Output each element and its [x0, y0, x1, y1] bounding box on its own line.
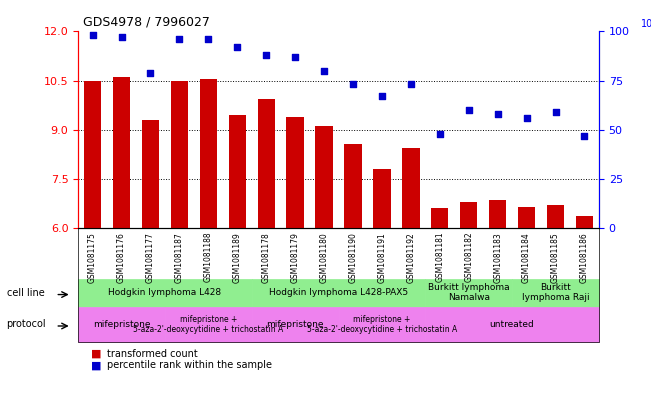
Text: GSM1081175: GSM1081175	[88, 232, 97, 283]
Bar	[431, 208, 449, 228]
Text: GSM1081182: GSM1081182	[464, 232, 473, 283]
Text: mifepristone: mifepristone	[266, 320, 324, 329]
Bar	[286, 117, 304, 228]
Bar	[402, 148, 419, 228]
Text: GSM1081185: GSM1081185	[551, 232, 560, 283]
Point	[492, 111, 503, 117]
Text: GDS4978 / 7996027: GDS4978 / 7996027	[83, 16, 210, 29]
Text: GSM1081192: GSM1081192	[406, 232, 415, 283]
Text: GSM1081180: GSM1081180	[320, 232, 329, 283]
Point	[377, 93, 387, 99]
Text: cell line: cell line	[7, 288, 44, 298]
Point	[319, 68, 329, 74]
Text: ■: ■	[91, 349, 102, 359]
Bar	[142, 120, 159, 228]
Text: percentile rank within the sample: percentile rank within the sample	[107, 360, 272, 371]
Point	[87, 32, 98, 39]
Bar	[575, 217, 593, 228]
Text: ■: ■	[91, 360, 102, 371]
Point	[203, 36, 214, 42]
Text: GSM1081178: GSM1081178	[262, 232, 271, 283]
Bar	[258, 99, 275, 228]
Bar	[518, 207, 535, 228]
Point	[261, 52, 271, 58]
Text: untreated: untreated	[490, 320, 534, 329]
Bar	[200, 79, 217, 228]
Bar	[171, 81, 188, 228]
Text: GSM1081191: GSM1081191	[378, 232, 387, 283]
Text: GSM1081188: GSM1081188	[204, 232, 213, 283]
Text: Burkitt
lymphoma Raji: Burkitt lymphoma Raji	[521, 283, 589, 303]
Bar	[373, 169, 391, 228]
Point	[290, 54, 300, 60]
Point	[232, 44, 242, 50]
Text: GSM1081189: GSM1081189	[233, 232, 242, 283]
Point	[521, 115, 532, 121]
Text: Burkitt lymphoma
Namalwa: Burkitt lymphoma Namalwa	[428, 283, 510, 303]
Text: GSM1081179: GSM1081179	[290, 232, 299, 283]
Bar	[113, 77, 130, 228]
Bar	[547, 205, 564, 228]
Text: GSM1081184: GSM1081184	[522, 232, 531, 283]
Point	[117, 34, 127, 40]
Point	[174, 36, 185, 42]
Point	[579, 132, 590, 139]
Text: GSM1081183: GSM1081183	[493, 232, 502, 283]
Text: GSM1081187: GSM1081187	[175, 232, 184, 283]
Text: GSM1081181: GSM1081181	[436, 232, 444, 283]
Point	[435, 130, 445, 137]
Text: GSM1081177: GSM1081177	[146, 232, 155, 283]
Bar	[460, 202, 477, 228]
Text: GSM1081176: GSM1081176	[117, 232, 126, 283]
Bar	[489, 200, 506, 228]
Point	[550, 109, 561, 115]
Bar	[344, 145, 362, 228]
Bar	[229, 115, 246, 228]
Text: Hodgkin lymphoma L428: Hodgkin lymphoma L428	[108, 288, 221, 297]
Bar	[315, 127, 333, 228]
Text: Hodgkin lymphoma L428-PAX5: Hodgkin lymphoma L428-PAX5	[269, 288, 408, 297]
Text: transformed count: transformed count	[107, 349, 198, 359]
Point	[406, 81, 416, 88]
Text: mifepristone +
5-aza-2'-deoxycytidine + trichostatin A: mifepristone + 5-aza-2'-deoxycytidine + …	[133, 314, 283, 334]
Text: mifepristone +
5-aza-2'-deoxycytidine + trichostatin A: mifepristone + 5-aza-2'-deoxycytidine + …	[307, 314, 457, 334]
Text: protocol: protocol	[7, 319, 46, 329]
Text: 100%: 100%	[641, 20, 651, 29]
Text: mifepristone: mifepristone	[93, 320, 150, 329]
Text: GSM1081186: GSM1081186	[580, 232, 589, 283]
Point	[145, 70, 156, 76]
Point	[348, 81, 358, 88]
Point	[464, 107, 474, 113]
Text: GSM1081190: GSM1081190	[348, 232, 357, 283]
Bar	[84, 81, 102, 228]
